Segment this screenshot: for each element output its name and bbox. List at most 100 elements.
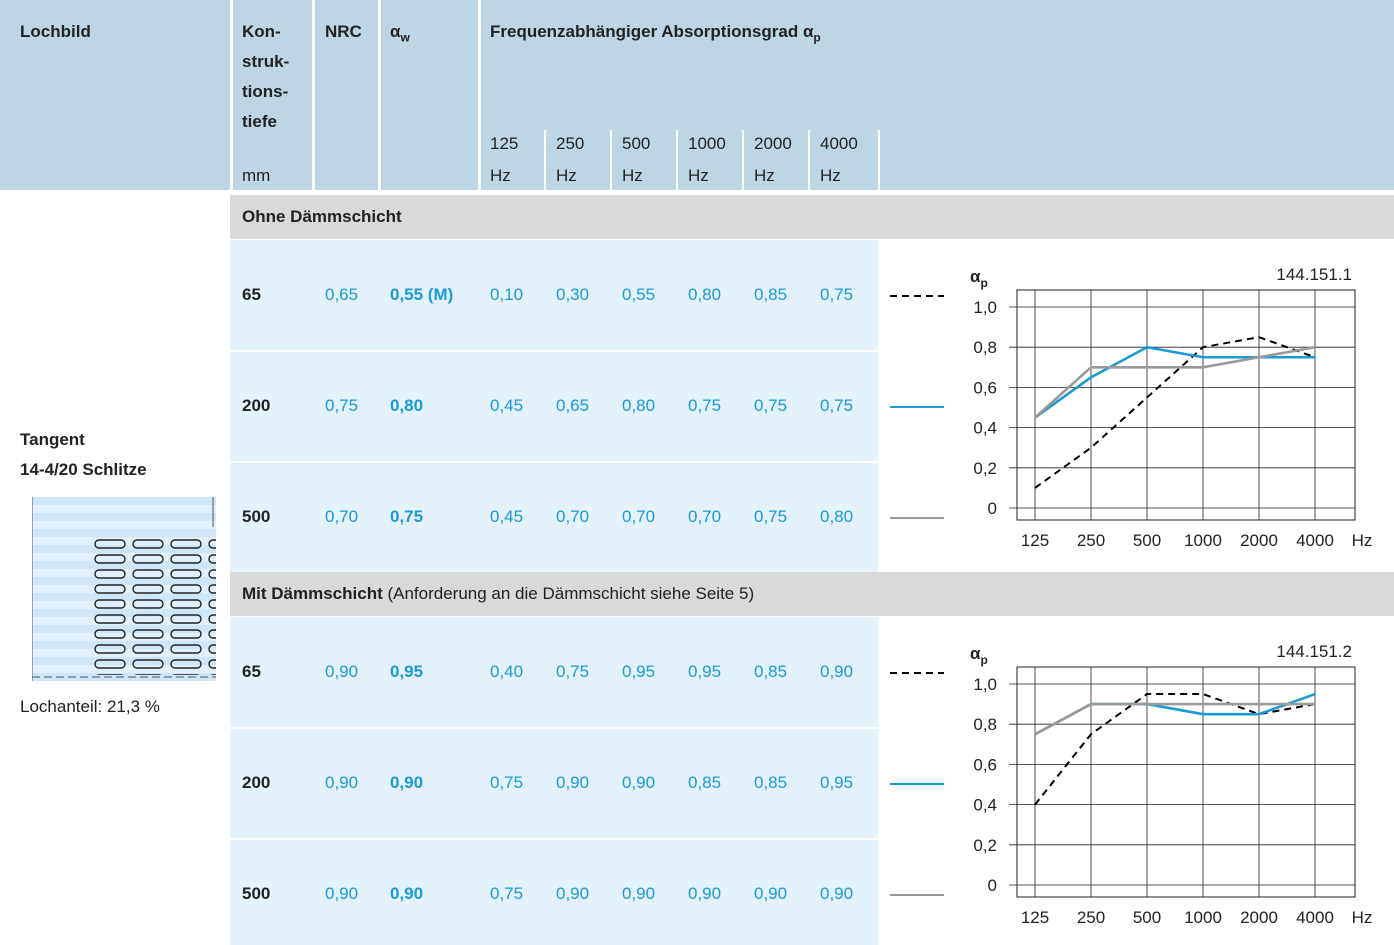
header-lochbild: Lochbild [20,22,91,41]
header-separator [610,130,612,190]
row-value: 0,95 [688,662,722,681]
x-tick-label: 2000 [1240,908,1278,927]
row-value: 0,70 [556,507,590,526]
row-value: 0,80 [820,507,854,526]
section-title: Mit Dämmschicht (Anforderung an die Dämm… [242,584,754,604]
row-divider [230,727,950,729]
series-line [1034,702,1315,736]
x-tick-label: 4000 [1296,908,1334,927]
section-title: Ohne Dämmschicht [242,207,402,227]
row-nrc: 0,70 [325,507,359,526]
x-tick-label: 1000 [1184,908,1222,927]
header-freq: Hz [820,166,841,185]
y-tick-label: 0,4 [973,419,997,438]
section-note: (Anforderung an die Dämmschicht siehe Se… [382,584,755,603]
row-value: 0,65 [556,396,590,415]
legend-sample [890,783,944,785]
row-value: 0,75 [490,773,524,792]
x-tick-label: 500 [1133,908,1161,927]
row-value: 0,95 [820,773,854,792]
series-line [1034,345,1316,419]
series-line [1034,693,1316,806]
row-value: 0,85 [754,773,788,792]
row-value: 0,75 [754,396,788,415]
header-freq: Hz [490,166,511,185]
y-axis-label: αp [970,267,988,290]
row-depth: 500 [242,507,271,526]
body-bg [230,617,878,945]
header-separator [742,130,744,190]
row-depth: 500 [242,884,271,903]
header-depth: tions- [242,82,289,101]
y-tick-label: 1,0 [973,675,997,694]
x-tick-label: 125 [1021,908,1049,927]
y-tick-label: 0,4 [973,796,997,815]
row-value: 0,75 [820,396,854,415]
row-value: 0,30 [556,285,590,304]
row-value: 0,90 [556,884,590,903]
header-freq: Hz [688,166,709,185]
header-nrc: NRC [325,22,362,41]
x-tick-label: 1000 [1184,531,1222,550]
x-tick-label: 4000 [1296,531,1334,550]
row-depth: 65 [242,285,261,304]
series-line [1034,692,1316,736]
header-freq: Hz [556,166,577,185]
plot-frame [1016,666,1356,898]
row-value: 0,90 [622,773,656,792]
row-value: 0,75 [754,507,788,526]
row-value: 0,80 [622,396,656,415]
row-nrc: 0,90 [325,773,359,792]
row-depth: 65 [242,662,261,681]
row-value: 0,85 [754,662,788,681]
row-nrc: 0,90 [325,884,359,903]
y-tick-label: 0,2 [973,459,997,478]
row-value: 0,90 [622,884,656,903]
y-tick-label: 0,6 [973,755,997,774]
header-separator [676,130,678,190]
y-axis-label: αp [970,644,988,667]
perforation-image [32,497,216,681]
row-value: 0,75 [820,285,854,304]
header-freq: Hz [754,166,775,185]
row-nrc: 0,90 [325,662,359,681]
row-depth: 200 [242,396,271,415]
chart-code: 144.151.1 [1276,265,1352,284]
chart: 0 0,2 0,4 0,6 0,8 1,0 125 250 500 1000 2000 4000 Hz 1… [970,642,1373,927]
row-nrc: 0,75 [325,396,359,415]
row-alpha-w: 0,80 [390,396,424,415]
header-separator [808,130,810,190]
header-alpha-w-sub: w [400,30,410,45]
header-separator [230,0,233,190]
header-separator [312,0,315,190]
x-unit: Hz [1352,908,1373,927]
row-value: 0,80 [688,285,722,304]
y-tick-label: 0,8 [973,715,997,734]
row-value: 0,45 [490,396,524,415]
header-alpha-w: αw [390,22,410,45]
y-axis-label-main: α [970,644,981,663]
legend-sample [890,295,944,297]
header-freq: 1000 [688,134,726,153]
row-alpha-w: 0,90 [390,773,424,792]
y-tick-label: 0 [988,876,997,895]
row-value: 0,90 [820,662,854,681]
row-value: 0,75 [490,884,524,903]
y-axis-label-main: α [970,267,981,286]
header-depth: Kon- [242,22,281,41]
row-value: 0,90 [754,884,788,903]
row-alpha-w: 0,55 (M) [390,285,454,304]
row-divider [230,461,950,463]
header-freq: 500 [622,134,651,153]
x-unit: Hz [1352,531,1373,550]
y-tick-label: 1,0 [973,298,997,317]
legend-sample [890,672,944,674]
series-line [1034,345,1315,419]
legend-sample [890,406,944,408]
legend-sample [890,517,944,519]
row-value: 0,85 [754,285,788,304]
product-lochanteil: Lochanteil: 21,3 % [20,697,160,716]
row-value: 0,75 [688,396,722,415]
row-divider [230,350,950,352]
